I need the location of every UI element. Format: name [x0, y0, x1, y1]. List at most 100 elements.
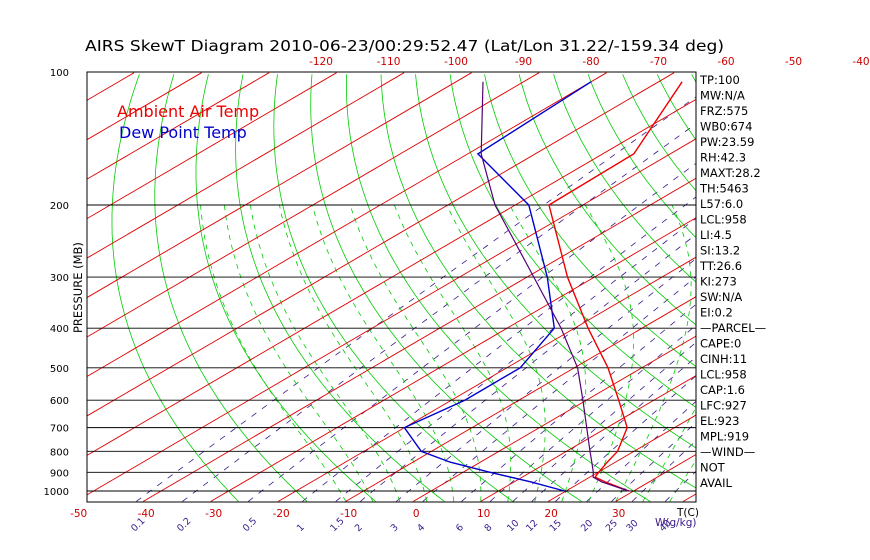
- index-item: LI:4.5: [700, 228, 732, 242]
- mixing-ratio-tick-label: 15: [548, 518, 564, 534]
- top-temp-tick-label: -110: [377, 56, 401, 68]
- top-temp-tick-label: -50: [785, 56, 802, 68]
- dry-adiabat: [235, 74, 445, 502]
- index-item: RH:42.3: [700, 151, 746, 165]
- mixing-ratio-line: [248, 162, 696, 502]
- dry-adiabat: [656, 74, 696, 141]
- dry-adiabat: [553, 74, 696, 283]
- index-item: —PARCEL—: [700, 321, 766, 335]
- mixing-ratio-tick-label: 1: [295, 522, 307, 534]
- top-temp-tick-label: -120: [309, 56, 333, 68]
- index-item: LCL:958: [700, 213, 747, 227]
- pressure-tick-label: 1000: [44, 487, 69, 498]
- pressure-tick-label: 700: [50, 424, 69, 435]
- bottom-temp-tick-label: 10: [477, 508, 490, 520]
- dry-adiabat: [761, 74, 870, 501]
- index-item: MPL:919: [700, 430, 749, 444]
- mixing-ratio-line: [422, 276, 696, 502]
- isotherm: [0, 73, 67, 502]
- moist-adiabat: [446, 204, 546, 502]
- top-temp-tick-label: -60: [717, 56, 734, 68]
- mixing-ratio-tick-label: 0.2: [175, 516, 193, 534]
- dry-adiabat: [154, 74, 308, 502]
- top-temp-tick-label: -90: [515, 56, 532, 68]
- dry-adiabat: [380, 74, 696, 489]
- isotherm: [278, 256, 696, 502]
- ambient-air-temp-line: [548, 81, 683, 492]
- isotherm: [87, 72, 675, 417]
- index-item: LFC:927: [700, 399, 747, 413]
- pressure-tick-label: 300: [50, 273, 69, 284]
- isotherm: [87, 72, 135, 101]
- dry-adiabat: [449, 74, 696, 408]
- top-temp-tick-label: -40: [852, 56, 869, 68]
- isotherm: [87, 72, 270, 180]
- index-item: PW:23.59: [700, 135, 754, 149]
- y-axis-label: PRESSURE (MB): [71, 242, 85, 333]
- mixing-ratio-tick-label: 0.5: [241, 516, 259, 534]
- top-temp-tick-label: -80: [582, 56, 599, 68]
- moist-adiabat: [349, 204, 482, 502]
- pressure-tick-label: 500: [50, 364, 69, 375]
- mixing-ratio-unit-label: W(g/kg): [655, 517, 697, 529]
- isotherm: [345, 296, 696, 502]
- mixing-ratio-line: [360, 233, 696, 502]
- bottom-temp-tick-label: 20: [544, 508, 557, 520]
- dry-adiabat: [484, 74, 696, 368]
- mixing-ratio-tick-label: 3: [389, 522, 401, 534]
- isotherm: [818, 73, 870, 502]
- isotherm: [87, 72, 540, 338]
- index-item: CINH:11: [700, 352, 747, 366]
- x-axis-label: T(C): [676, 507, 699, 519]
- moist-adiabat: [394, 204, 512, 502]
- legend-ambient: Ambient Air Temp: [117, 102, 259, 121]
- mixing-ratio-tick-label: 12: [524, 518, 540, 534]
- index-item: TP:100: [699, 73, 740, 87]
- chart-title: AIRS SkewT Diagram 2010-06-23/00:29:52.4…: [85, 37, 724, 55]
- index-item: EL:923: [700, 414, 740, 428]
- top-temp-tick-label: -100: [444, 56, 468, 68]
- index-item: MAXT:28.2: [700, 166, 761, 180]
- index-item: SI:13.2: [700, 244, 740, 258]
- mixing-ratio-line: [396, 258, 696, 502]
- isotherm: [87, 72, 472, 299]
- mixing-ratio-line: [302, 196, 696, 502]
- index-item: TT:26.6: [699, 259, 742, 273]
- chart-series: [403, 81, 683, 492]
- dry-adiabat: [830, 74, 870, 501]
- dry-adiabat: [864, 74, 870, 501]
- mixing-ratio-line: [182, 123, 696, 502]
- pressure-tick-label: 200: [50, 201, 69, 212]
- isotherm: [413, 335, 696, 502]
- isotherm: [751, 73, 870, 502]
- index-item: LCL:958: [700, 368, 747, 382]
- bottom-temp-tick-label: -50: [70, 508, 87, 520]
- index-item: NOT: [700, 461, 726, 475]
- mixing-ratio-tick-label: 4: [415, 522, 427, 534]
- mixing-ratio-tick-label: 20: [579, 518, 595, 534]
- mixing-ratio-line: [136, 96, 696, 502]
- isotherm: [87, 72, 405, 259]
- index-item: EI:0.2: [700, 306, 733, 320]
- index-item: TH:5463: [699, 182, 749, 196]
- moist-adiabat: [615, 204, 692, 502]
- moist-adiabat: [669, 459, 696, 502]
- plot-frame: [86, 71, 697, 503]
- dry-adiabat: [195, 74, 376, 502]
- dry-adiabat: [518, 74, 696, 326]
- isotherm: [143, 177, 696, 502]
- isotherm: [87, 72, 337, 220]
- bottom-temp-tick-label: -30: [205, 508, 222, 520]
- mixing-ratio-line: [335, 217, 696, 502]
- moist-adiabat: [200, 204, 347, 502]
- index-item: WB0:674: [700, 120, 752, 134]
- moist-adiabat: [584, 204, 635, 502]
- dry-adiabat: [111, 74, 239, 502]
- dry-adiabat: [310, 74, 582, 502]
- mixing-ratio-line: [461, 303, 696, 502]
- index-item: SW:N/A: [700, 290, 742, 304]
- chart-grid: [0, 72, 870, 502]
- dew-point-temp-line: [403, 81, 592, 492]
- dry-adiabat: [795, 74, 870, 501]
